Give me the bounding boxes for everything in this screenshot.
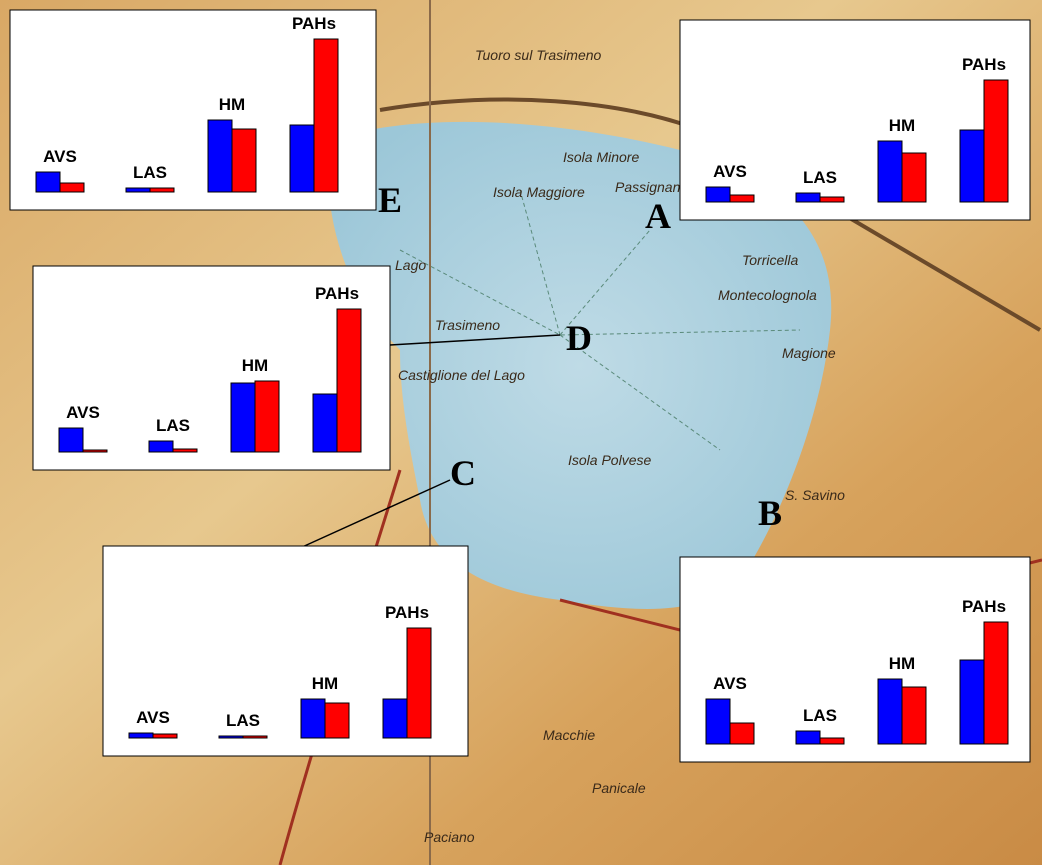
bar-chart: AVS LAS HM PAHs: [103, 546, 468, 756]
bar: [60, 183, 84, 192]
category-label: AVS: [43, 147, 77, 166]
bar: [313, 394, 337, 452]
category-label: LAS: [226, 711, 260, 730]
bar: [878, 679, 902, 744]
bar: [208, 120, 232, 192]
category-label: HM: [889, 654, 915, 673]
place-name: Castiglione del Lago: [398, 367, 525, 383]
bar: [960, 660, 984, 744]
bar: [149, 441, 173, 452]
category-label: AVS: [713, 674, 747, 693]
bar: [231, 383, 255, 452]
bar: [129, 733, 153, 738]
place-name: Tuoro sul Trasimeno: [475, 47, 602, 63]
bar: [290, 125, 314, 192]
bar: [706, 187, 730, 202]
bar: [325, 703, 349, 738]
bar: [59, 428, 83, 452]
place-name: Trasimeno: [435, 317, 500, 333]
category-label: HM: [312, 674, 338, 693]
bar: [902, 687, 926, 744]
bar: [730, 195, 754, 202]
bar: [796, 731, 820, 744]
category-label: AVS: [713, 162, 747, 181]
category-label: AVS: [136, 708, 170, 727]
category-label: LAS: [133, 163, 167, 182]
bar: [126, 188, 150, 192]
category-label: LAS: [803, 168, 837, 187]
bar: [902, 153, 926, 202]
category-label: LAS: [803, 706, 837, 725]
bar: [337, 309, 361, 452]
bar: [255, 381, 279, 452]
bar: [83, 450, 107, 452]
bar: [407, 628, 431, 738]
category-label: PAHs: [962, 55, 1006, 74]
place-name: Macchie: [543, 727, 595, 743]
place-name: Isola Polvese: [568, 452, 651, 468]
bar: [314, 39, 338, 192]
place-name: Passignano: [615, 179, 688, 195]
category-label: PAHs: [385, 603, 429, 622]
place-name: Magione: [782, 345, 836, 361]
site-label: E: [378, 180, 402, 220]
bar: [219, 736, 243, 738]
category-label: LAS: [156, 416, 190, 435]
bar: [878, 141, 902, 202]
bar-chart: AVS LAS HM PAHs: [680, 20, 1030, 220]
site-label: D: [566, 318, 592, 358]
bar: [730, 723, 754, 744]
bar: [173, 449, 197, 452]
bar: [820, 197, 844, 202]
category-label: PAHs: [292, 14, 336, 33]
site-label: B: [758, 493, 782, 533]
place-name: Lago: [395, 257, 426, 273]
bar: [984, 80, 1008, 202]
bar-chart: AVS LAS HM PAHs: [680, 557, 1030, 762]
category-label: AVS: [66, 403, 100, 422]
bar: [960, 130, 984, 202]
bar: [796, 193, 820, 202]
bar: [820, 738, 844, 744]
site-label: C: [450, 453, 476, 493]
place-name: Torricella: [742, 252, 798, 268]
category-label: HM: [889, 116, 915, 135]
place-name: S. Savino: [785, 487, 845, 503]
bar: [706, 699, 730, 744]
site-label: A: [645, 196, 671, 236]
bar-chart: AVS LAS HM PAHs: [33, 266, 390, 470]
category-label: HM: [242, 356, 268, 375]
place-name: Panicale: [592, 780, 646, 796]
map-with-charts: Tuoro sul Trasimeno Isola Minore Isola Mag…: [0, 0, 1042, 865]
place-name: Paciano: [424, 829, 475, 845]
category-label: PAHs: [315, 284, 359, 303]
bar: [153, 734, 177, 738]
place-name: Isola Minore: [563, 149, 639, 165]
bar: [232, 129, 256, 192]
category-label: PAHs: [962, 597, 1006, 616]
place-name: Isola Maggiore: [493, 184, 585, 200]
category-label: HM: [219, 95, 245, 114]
bar: [984, 622, 1008, 744]
bar: [36, 172, 60, 192]
bar: [301, 699, 325, 738]
bar: [383, 699, 407, 738]
bar: [243, 736, 267, 738]
bar-chart: AVS LAS HM PAHs: [10, 10, 376, 210]
bar: [150, 188, 174, 192]
place-name: Montecolognola: [718, 287, 817, 303]
